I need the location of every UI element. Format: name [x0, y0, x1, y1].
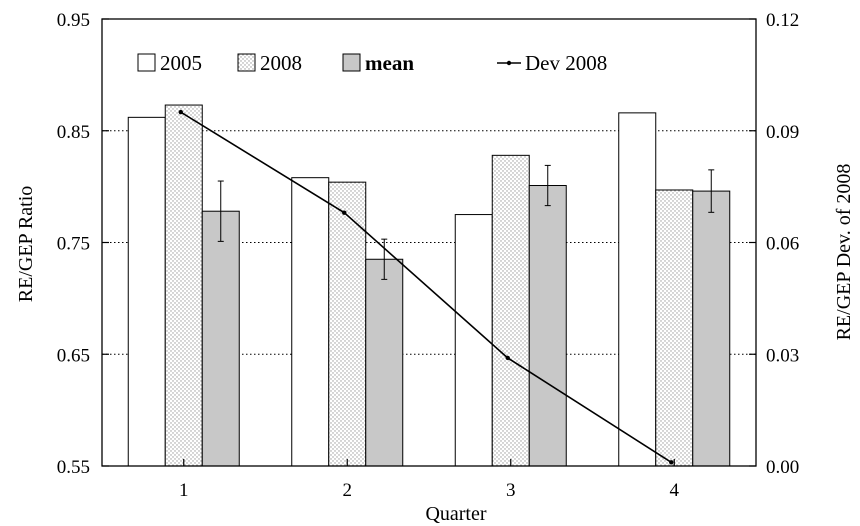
dev-line — [180, 111, 672, 463]
y2-tick-label: 0.00 — [766, 457, 799, 478]
error-bars — [217, 164, 715, 280]
bar-2005 — [618, 112, 657, 467]
x-tick-label: 3 — [506, 480, 516, 501]
x-tick-label: 4 — [670, 480, 680, 501]
bar-2008 — [164, 104, 203, 467]
legend-swatch — [342, 53, 361, 72]
bar-mean — [365, 258, 404, 467]
legend-marker — [506, 60, 512, 66]
bar-2008 — [328, 181, 367, 467]
y-tick-label: 0.95 — [57, 10, 90, 31]
legend-swatch — [237, 53, 256, 72]
legend-label: Dev 2008 — [525, 51, 607, 75]
y-axis-title: RE/GEP Ratio — [15, 186, 37, 302]
legend-label: 2008 — [260, 51, 302, 75]
y-tick-label: 0.55 — [57, 457, 90, 478]
bars — [127, 104, 731, 467]
dev-point — [505, 355, 510, 361]
deviation-line — [178, 109, 674, 465]
legend-swatch — [137, 53, 156, 72]
dev-point — [342, 210, 347, 215]
y2-tick-label: 0.03 — [766, 345, 799, 366]
y-tick-label: 0.85 — [57, 122, 90, 143]
y2-tick-label: 0.06 — [766, 234, 799, 255]
y2-tick-label: 0.09 — [766, 122, 799, 143]
dev-point — [669, 460, 674, 465]
y2-tick-label: 0.12 — [766, 10, 799, 31]
legend: 2005 2008 mean Dev 2008 — [137, 51, 607, 75]
bar-2008 — [655, 189, 694, 467]
bar-2008 — [491, 154, 530, 467]
dev-point — [178, 109, 183, 115]
x-tick-label: 2 — [343, 480, 353, 501]
legend-label: mean — [365, 51, 414, 75]
bar-mean — [692, 190, 731, 467]
y2-axis-title: RE/GEP Dev. of 2008 — [833, 164, 855, 341]
y-tick-label: 0.75 — [57, 234, 90, 255]
x-axis-title: Quarter — [425, 503, 486, 525]
x-tick-label: 1 — [179, 480, 189, 501]
bar-2005 — [127, 116, 166, 467]
y-tick-label: 0.65 — [57, 345, 90, 366]
legend-label: 2005 — [160, 51, 202, 75]
bar-mean — [528, 185, 567, 467]
bar-2005 — [291, 177, 330, 467]
bar-mean — [201, 210, 240, 467]
bar-2005 — [454, 214, 493, 467]
axes: 0.55 0.65 0.75 0.85 0.95 0.00 0.03 0.06 0.09 0.12… — [57, 10, 800, 501]
